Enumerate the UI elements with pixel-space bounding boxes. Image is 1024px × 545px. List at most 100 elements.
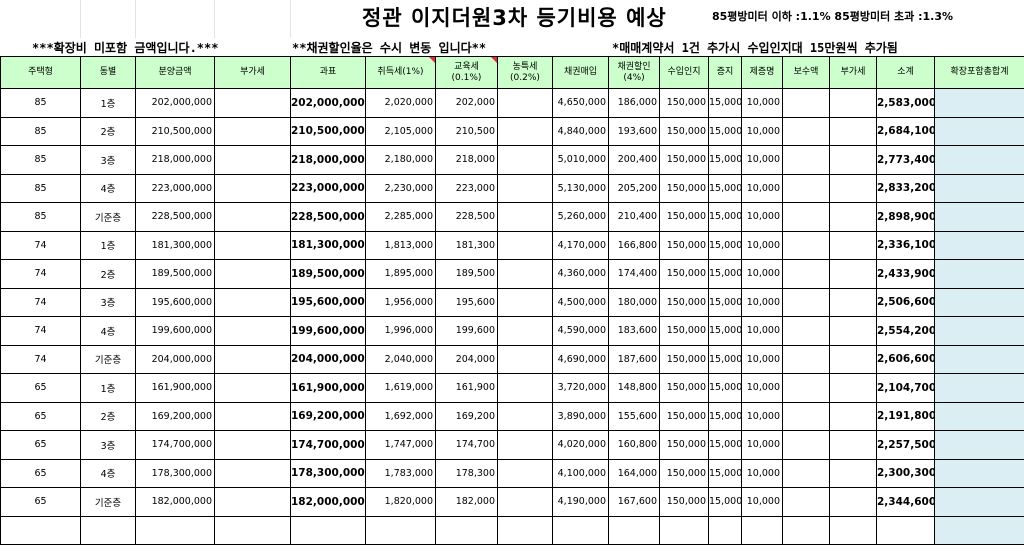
table-cell[interactable]: 4,590,000	[553, 317, 609, 346]
table-cell[interactable]	[830, 345, 877, 374]
table-cell[interactable]: 150,000	[660, 146, 709, 175]
table-cell[interactable]: 161,900,000	[291, 374, 366, 403]
table-cell[interactable]: 228,500,000	[291, 203, 366, 232]
table-cell[interactable]: 1,895,000	[366, 260, 436, 289]
column-header[interactable]: 증지	[709, 57, 742, 89]
table-cell[interactable]: 187,600	[609, 345, 660, 374]
table-cell[interactable]	[935, 345, 1024, 374]
table-cell[interactable]: 174,700	[436, 431, 498, 460]
table-cell[interactable]: 85	[1, 146, 81, 175]
table-cell[interactable]	[81, 516, 136, 545]
table-cell[interactable]: 4,170,000	[553, 231, 609, 260]
table-cell[interactable]: 150,000	[660, 203, 709, 232]
table-cell[interactable]: 85	[1, 174, 81, 203]
table-cell[interactable]: 155,600	[609, 402, 660, 431]
table-cell[interactable]: 4층	[81, 174, 136, 203]
table-cell[interactable]: 199,600	[436, 317, 498, 346]
table-cell[interactable]: 2,773,400	[877, 146, 935, 175]
table-cell[interactable]: 218,000,000	[291, 146, 366, 175]
table-cell[interactable]	[498, 402, 553, 431]
column-header[interactable]: 농특세(0.2%)	[498, 57, 553, 89]
table-cell[interactable]: 74	[1, 317, 81, 346]
table-cell[interactable]: 178,300	[436, 459, 498, 488]
table-cell[interactable]	[783, 459, 830, 488]
table-cell[interactable]: 85	[1, 203, 81, 232]
table-cell[interactable]: 15,000	[709, 459, 742, 488]
table-cell[interactable]: 1,783,000	[366, 459, 436, 488]
table-cell[interactable]: 1,996,000	[366, 317, 436, 346]
table-cell[interactable]: 228,500,000	[136, 203, 215, 232]
table-cell[interactable]: 202,000	[436, 89, 498, 118]
table-cell[interactable]	[291, 516, 366, 545]
table-cell[interactable]	[498, 488, 553, 517]
table-cell[interactable]: 164,000	[609, 459, 660, 488]
table-cell[interactable]	[215, 374, 291, 403]
table-cell[interactable]: 10,000	[742, 203, 783, 232]
table-cell[interactable]: 85	[1, 89, 81, 118]
table-cell[interactable]	[830, 431, 877, 460]
column-header[interactable]: 동별	[81, 57, 136, 89]
table-cell[interactable]: 15,000	[709, 146, 742, 175]
table-cell[interactable]: 166,800	[609, 231, 660, 260]
table-cell[interactable]	[783, 117, 830, 146]
table-cell[interactable]	[498, 203, 553, 232]
table-cell[interactable]: 195,600,000	[136, 288, 215, 317]
table-cell[interactable]	[830, 374, 877, 403]
table-cell[interactable]: 2,257,500	[877, 431, 935, 460]
table-cell[interactable]	[498, 89, 553, 118]
table-cell[interactable]: 5,010,000	[553, 146, 609, 175]
table-cell[interactable]: 218,000	[436, 146, 498, 175]
table-cell[interactable]: 2,506,600	[877, 288, 935, 317]
table-cell[interactable]: 223,000,000	[291, 174, 366, 203]
table-cell[interactable]	[498, 260, 553, 289]
table-cell[interactable]: 2,606,600	[877, 345, 935, 374]
table-cell[interactable]	[783, 516, 830, 545]
table-cell[interactable]: 200,400	[609, 146, 660, 175]
table-cell[interactable]: 4층	[81, 317, 136, 346]
table-cell[interactable]: 15,000	[709, 402, 742, 431]
table-cell[interactable]	[498, 174, 553, 203]
table-cell[interactable]	[215, 459, 291, 488]
column-header[interactable]: 채권할인(4%)	[609, 57, 660, 89]
table-cell[interactable]: 150,000	[660, 431, 709, 460]
comment-marker-icon[interactable]	[429, 57, 435, 63]
table-cell[interactable]	[830, 203, 877, 232]
column-header[interactable]: 주택형	[1, 57, 81, 89]
table-cell[interactable]: 189,500	[436, 260, 498, 289]
table-cell[interactable]: 5,260,000	[553, 203, 609, 232]
table-cell[interactable]: 161,900	[436, 374, 498, 403]
table-cell[interactable]: 150,000	[660, 260, 709, 289]
table-cell[interactable]: 2층	[81, 402, 136, 431]
table-cell[interactable]: 3층	[81, 146, 136, 175]
table-cell[interactable]: 1층	[81, 89, 136, 118]
table-cell[interactable]: 15,000	[709, 488, 742, 517]
table-cell[interactable]: 189,500,000	[291, 260, 366, 289]
table-cell[interactable]: 2,230,000	[366, 174, 436, 203]
table-cell[interactable]	[609, 516, 660, 545]
table-cell[interactable]: 169,200	[436, 402, 498, 431]
table-cell[interactable]: 10,000	[742, 89, 783, 118]
table-cell[interactable]: 210,400	[609, 203, 660, 232]
table-cell[interactable]: 2,104,700	[877, 374, 935, 403]
table-cell[interactable]	[783, 317, 830, 346]
table-cell[interactable]	[215, 146, 291, 175]
table-cell[interactable]: 161,900,000	[136, 374, 215, 403]
table-cell[interactable]	[935, 459, 1024, 488]
table-cell[interactable]: 1층	[81, 231, 136, 260]
table-cell[interactable]	[830, 260, 877, 289]
table-cell[interactable]	[830, 89, 877, 118]
table-cell[interactable]: 174,400	[609, 260, 660, 289]
table-cell[interactable]	[660, 516, 709, 545]
table-cell[interactable]: 10,000	[742, 431, 783, 460]
table-cell[interactable]	[935, 174, 1024, 203]
table-cell[interactable]	[498, 459, 553, 488]
table-cell[interactable]	[935, 146, 1024, 175]
table-cell[interactable]: 10,000	[742, 231, 783, 260]
table-cell[interactable]: 74	[1, 345, 81, 374]
table-cell[interactable]: 15,000	[709, 203, 742, 232]
table-cell[interactable]: 2,020,000	[366, 89, 436, 118]
table-cell[interactable]	[136, 516, 215, 545]
table-cell[interactable]	[935, 117, 1024, 146]
table-cell[interactable]: 218,000,000	[136, 146, 215, 175]
table-cell[interactable]	[830, 231, 877, 260]
